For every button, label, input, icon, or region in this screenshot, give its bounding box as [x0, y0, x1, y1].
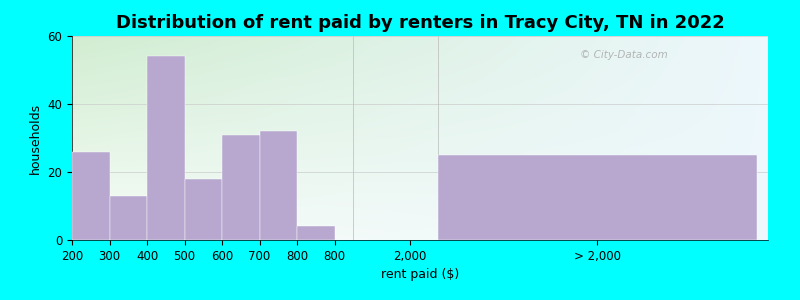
Bar: [110, 196, 147, 240]
Title: Distribution of rent paid by renters in Tracy City, TN in 2022: Distribution of rent paid by renters in …: [116, 14, 724, 32]
Bar: [222, 135, 260, 240]
Y-axis label: households: households: [29, 102, 42, 174]
Bar: [185, 179, 222, 240]
X-axis label: rent paid ($): rent paid ($): [381, 268, 459, 281]
Bar: [147, 56, 185, 240]
Bar: [260, 131, 297, 240]
Bar: [438, 155, 757, 240]
Bar: [72, 152, 110, 240]
Bar: [297, 226, 334, 240]
Text: © City-Data.com: © City-Data.com: [580, 50, 668, 60]
